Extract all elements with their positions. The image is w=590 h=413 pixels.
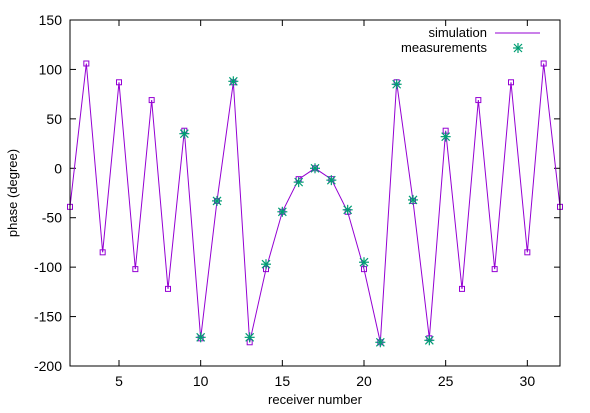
simulation-point — [540, 60, 547, 67]
measurement-point — [244, 332, 255, 343]
x-tick-label: 30 — [520, 373, 536, 389]
y-tick-label: -50 — [42, 210, 62, 226]
measurement-point — [424, 335, 435, 346]
measurement-point — [195, 332, 206, 343]
x-tick-label: 10 — [193, 373, 209, 389]
measurement-point — [228, 76, 239, 87]
simulation-point — [491, 266, 498, 273]
y-tick-label: -150 — [34, 309, 62, 325]
legend-marker-measurements — [513, 43, 523, 53]
y-tick-label: 150 — [39, 12, 63, 28]
simulation-point — [475, 97, 482, 104]
y-tick-label: -100 — [34, 259, 62, 275]
y-tick-label: 100 — [39, 61, 63, 77]
simulation-point — [99, 249, 106, 256]
measurement-point — [375, 337, 386, 348]
x-tick-label: 15 — [275, 373, 291, 389]
simulation-point — [524, 249, 531, 256]
simulation-point — [132, 266, 139, 273]
measurement-point — [212, 195, 222, 206]
measurement-point — [310, 163, 320, 174]
plot-frame — [69, 19, 561, 367]
series-lines — [69, 63, 561, 343]
simulation-point — [459, 285, 465, 292]
simulation-series-line — [69, 63, 561, 343]
simulation-point — [148, 97, 155, 104]
measurement-point — [408, 194, 418, 205]
legend-label-simulation: simulation — [428, 25, 487, 40]
legend-label-measurements: measurements — [401, 40, 487, 55]
measurement-point — [342, 204, 353, 215]
y-tick-label: -200 — [34, 358, 62, 374]
simulation-point — [83, 60, 90, 67]
series-markers — [67, 60, 563, 348]
measurement-point — [277, 206, 288, 217]
y-axis-label: phase (degree) — [5, 149, 20, 237]
x-axis-label: receiver number — [268, 392, 363, 407]
legend: simulation measurements — [401, 25, 540, 55]
measurement-point — [261, 259, 271, 270]
x-tick-label: 5 — [115, 373, 123, 389]
axis-ticks — [70, 19, 560, 367]
tick-labels: 5 10 15 20 25 30 -200 -150 -100 -50 0 50 100 150 — [34, 12, 535, 389]
x-tick-label: 25 — [438, 373, 454, 389]
x-tick-label: 20 — [356, 373, 372, 389]
measurement-point — [391, 79, 402, 90]
measurement-point — [179, 128, 190, 139]
measurement-point — [293, 177, 304, 188]
y-tick-label: 50 — [46, 111, 62, 127]
simulation-point — [116, 79, 122, 86]
measurement-point — [440, 131, 451, 142]
measurement-point — [359, 257, 369, 268]
simulation-point — [508, 79, 514, 86]
y-tick-label: 0 — [54, 160, 62, 176]
simulation-point — [165, 285, 171, 292]
measurement-point — [326, 175, 337, 186]
